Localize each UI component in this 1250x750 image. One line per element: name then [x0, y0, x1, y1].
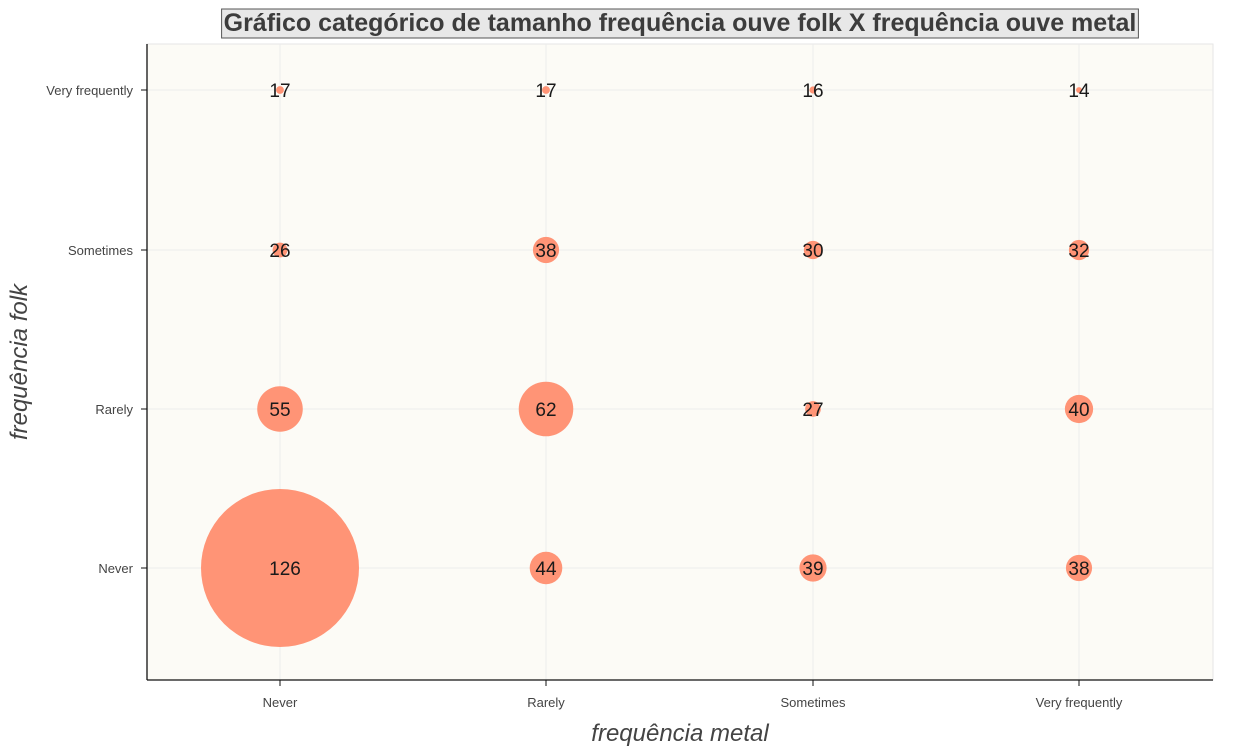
axes — [146, 44, 1213, 681]
bubble: 40 — [1064, 394, 1094, 424]
bubble-circle — [805, 401, 821, 417]
bubble-value-label: 62 — [535, 400, 556, 421]
bubble: 30 — [802, 240, 824, 262]
bubble-circle — [803, 240, 823, 260]
bubble-circle — [1076, 87, 1082, 93]
bubble: 62 — [518, 381, 574, 437]
bubble: 44 — [529, 551, 563, 585]
bubble-value-label: 40 — [1068, 400, 1089, 421]
bubble: 32 — [1068, 239, 1090, 262]
bubble-value-label: 17 — [269, 81, 290, 102]
bubble-value-label: 44 — [535, 559, 557, 580]
bubble-value-label: 27 — [802, 400, 823, 421]
bubble-circle — [276, 86, 284, 94]
bubble: 55 — [257, 386, 303, 432]
bubble: 17 — [269, 81, 290, 102]
chart-title-box — [221, 8, 1139, 39]
bubble-circle — [272, 242, 288, 258]
bubble-circle — [518, 381, 574, 437]
bubble: 39 — [799, 554, 827, 582]
bubble-value-label: 39 — [802, 559, 823, 580]
tick-labels: Never Rarely Sometimes Very frequently Never… — [46, 83, 1123, 710]
x-tick-label: Sometimes — [780, 695, 846, 710]
bubble-circle — [529, 551, 563, 585]
chart-title: Gráfico categórico de tamanho frequência… — [224, 9, 1137, 37]
x-axis-label: frequência metal — [591, 720, 769, 747]
bubble-circle — [532, 236, 560, 264]
x-tick-label: Never — [263, 695, 298, 710]
bubble: 38 — [1065, 554, 1093, 582]
bubble-circle — [1065, 554, 1093, 582]
bubble-value-label: 30 — [802, 241, 823, 262]
bubble: 126 — [201, 489, 359, 647]
bubble: 14 — [1068, 81, 1090, 102]
bubble: 27 — [802, 400, 823, 421]
bubble-circle — [799, 554, 827, 582]
x-tick-label: Very frequently — [1036, 695, 1123, 710]
bubble-value-label: 55 — [269, 400, 290, 421]
bubble: 17 — [535, 81, 556, 102]
bubble-value-label: 38 — [1068, 559, 1089, 580]
y-tick-label: Sometimes — [68, 243, 134, 258]
bubbles: 126 44 39 38 55 62 27 40 26 38 30 32 17 17 16 14 — [201, 81, 1094, 647]
bubble-circle — [257, 386, 303, 432]
bubble-value-label: 126 — [269, 559, 301, 580]
y-axis-label: frequência folk — [6, 282, 33, 440]
bubble: 26 — [269, 241, 290, 262]
bubble-value-label: 26 — [269, 241, 290, 262]
bubble-circle — [201, 489, 359, 647]
y-tick-label: Never — [98, 561, 133, 576]
bubble: 38 — [532, 236, 560, 264]
bubble-circle — [1068, 239, 1090, 261]
bubble-circle — [1064, 394, 1094, 424]
bubble-circle — [542, 86, 550, 94]
y-tick-label: Very frequently — [46, 83, 133, 98]
bubble: 16 — [802, 81, 823, 102]
bubble-value-label: 32 — [1068, 241, 1089, 262]
y-tick-label: Rarely — [95, 402, 133, 417]
x-tick-label: Rarely — [527, 695, 565, 710]
bubble-value-label: 16 — [802, 81, 823, 102]
bubble-value-label: 14 — [1068, 81, 1090, 102]
chart-title-group: Gráfico categórico de tamanho frequência… — [221, 8, 1139, 39]
bubble-circle — [809, 86, 817, 94]
bubble-value-label: 38 — [535, 241, 556, 262]
bubble-value-label: 17 — [535, 81, 556, 102]
